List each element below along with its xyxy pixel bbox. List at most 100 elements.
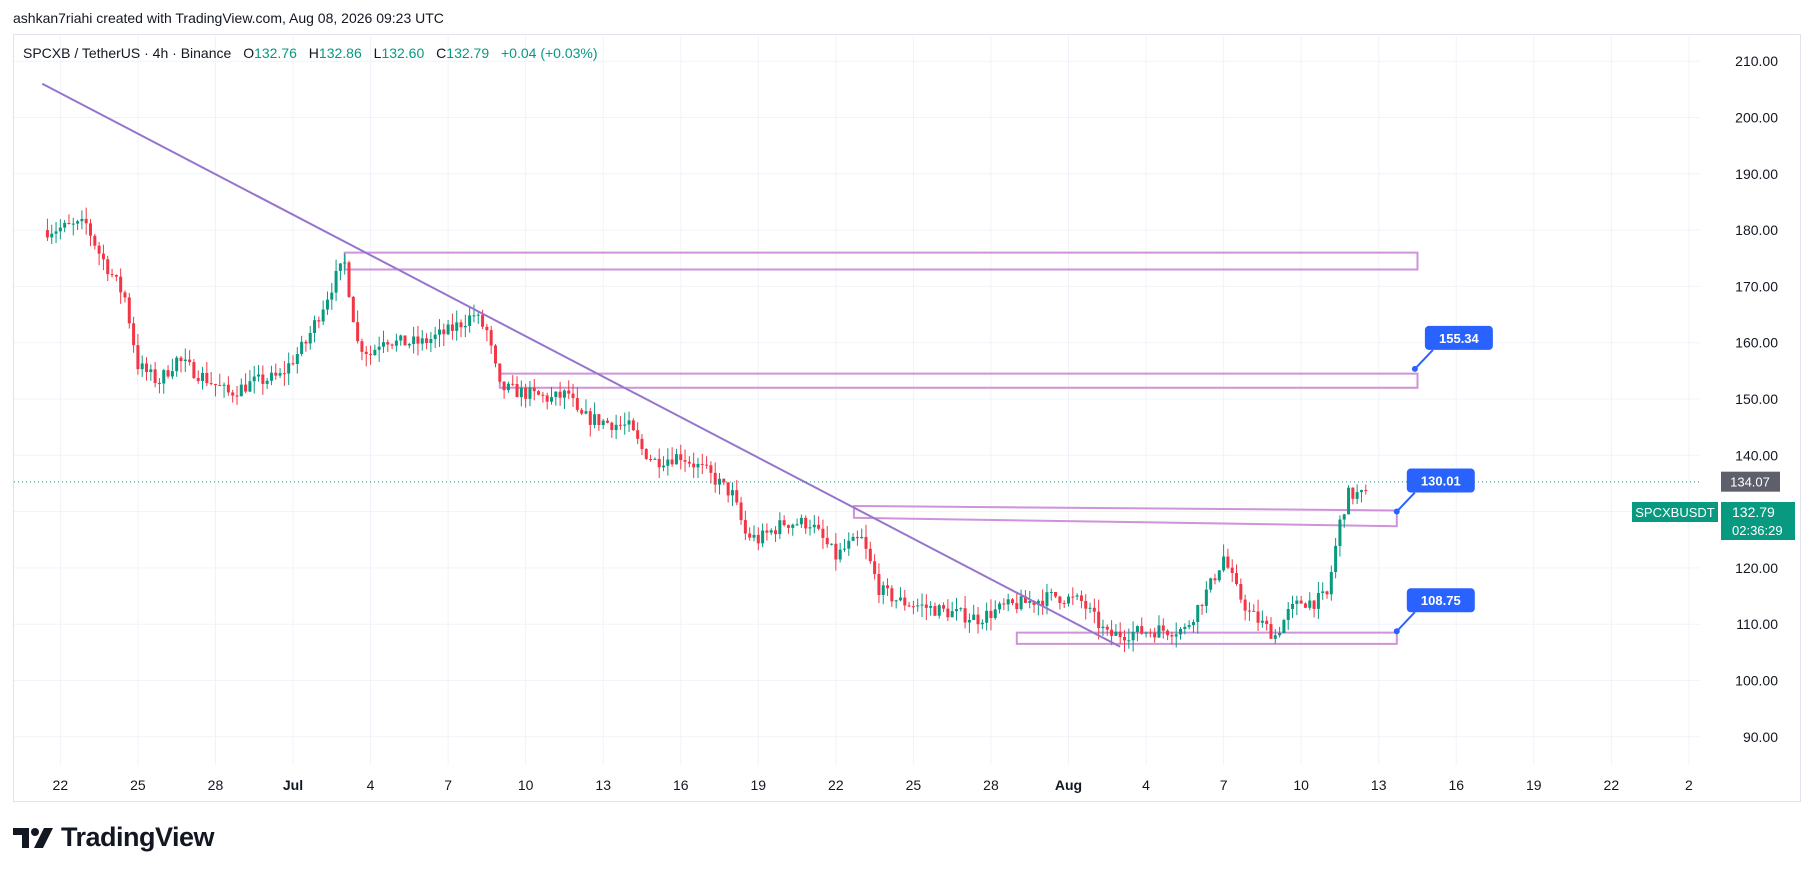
candle-body <box>588 411 592 425</box>
candle-body <box>1303 603 1307 608</box>
candle-body <box>1075 595 1079 597</box>
candle-body <box>562 390 566 398</box>
low-value: 132.60 <box>381 45 425 61</box>
candle-body <box>218 385 222 387</box>
candle-body <box>623 424 627 426</box>
callout-box <box>1424 325 1493 350</box>
candle-body <box>231 392 235 396</box>
candle-body <box>1347 487 1351 515</box>
candle-body <box>394 340 398 346</box>
candle-body <box>132 323 136 346</box>
candle-body <box>446 324 450 335</box>
candle-body <box>519 387 523 398</box>
candle-body <box>558 391 562 398</box>
candle-body <box>425 338 429 344</box>
candle-body <box>1355 492 1359 499</box>
candle-body <box>381 342 385 347</box>
candle-body <box>985 610 989 623</box>
zone-layer <box>343 251 1419 645</box>
candle-body <box>1071 596 1075 598</box>
x-tick-label: 28 <box>983 777 999 793</box>
x-tick-label: 25 <box>130 777 146 793</box>
candle-body <box>972 614 976 620</box>
candle-body <box>257 374 261 377</box>
low-label: L <box>373 45 382 61</box>
candle-body <box>67 222 71 224</box>
candle-body <box>89 223 93 236</box>
y-tick-label: 180.00 <box>1735 222 1778 238</box>
candle-body <box>748 533 752 538</box>
candle-body <box>373 349 377 356</box>
y-tick-label: 150.00 <box>1735 391 1778 407</box>
candle-body <box>993 609 997 618</box>
y-tick-label: 190.00 <box>1735 166 1778 182</box>
candle-body <box>718 478 722 485</box>
candle-body <box>71 223 75 225</box>
candle-body <box>1092 607 1096 612</box>
x-tick-label: Aug <box>1055 777 1082 793</box>
tradingview-logo[interactable]: TradingView <box>13 822 215 853</box>
symbol-name-label: SPCXBUSDT <box>1635 505 1715 520</box>
candle-body <box>282 373 286 375</box>
candle-body <box>855 536 859 539</box>
open-value: 132.76 <box>254 45 297 61</box>
candle-body <box>1200 605 1204 607</box>
candle-body <box>842 548 846 550</box>
candle-body <box>791 524 795 528</box>
candle-body <box>1282 620 1286 634</box>
candle-body <box>631 420 635 431</box>
candle-body <box>593 414 597 425</box>
candle-body <box>1191 622 1195 626</box>
last-price-tag <box>1721 502 1795 540</box>
candle-body <box>463 325 467 328</box>
candle-body <box>808 527 812 529</box>
candle-body <box>778 520 782 535</box>
candle-body <box>644 449 648 459</box>
candle-body <box>127 297 131 324</box>
candle-body <box>1243 599 1247 611</box>
candle-body <box>476 314 480 316</box>
candle-body <box>967 619 971 623</box>
x-tick-label: 7 <box>1220 777 1228 793</box>
candle-body <box>804 517 808 529</box>
candle-body <box>1161 625 1165 631</box>
candle-body <box>110 274 114 276</box>
candle-body <box>1308 600 1312 608</box>
candle-body <box>649 458 653 460</box>
candle-body <box>209 383 213 385</box>
candle-body <box>1364 490 1368 492</box>
candle-body <box>1291 603 1295 609</box>
change-value: +0.04 (+0.03%) <box>501 45 598 61</box>
candle-body <box>1079 595 1083 601</box>
candle-body <box>450 324 454 331</box>
candle-body <box>580 409 584 414</box>
candle-body <box>799 517 803 525</box>
candle-body <box>58 227 62 232</box>
candle-body <box>1006 599 1010 605</box>
candle-body <box>1329 572 1333 595</box>
candle-body <box>1049 591 1053 593</box>
candle-body <box>1269 624 1273 639</box>
close-label: C <box>436 45 447 61</box>
x-tick-label: 19 <box>1526 777 1542 793</box>
candle-body <box>584 411 588 414</box>
candle-body <box>1084 600 1088 609</box>
candle-body <box>347 262 351 297</box>
callout-anchor-dot <box>1393 628 1400 635</box>
x-tick-label: 22 <box>53 777 69 793</box>
candle-body <box>97 245 101 254</box>
candle-body <box>295 353 299 364</box>
candle-body <box>976 614 980 625</box>
candle-body <box>670 459 674 465</box>
candle-body <box>774 530 778 535</box>
candle-body <box>705 464 709 466</box>
candle-body <box>954 609 958 612</box>
candle-body <box>416 336 420 344</box>
chart-grid <box>14 36 1700 765</box>
candle-body <box>679 454 683 461</box>
candle-body <box>515 384 519 398</box>
chart-credit: ashkan7riahi created with TradingView.co… <box>13 10 444 26</box>
symbol-legend[interactable]: SPCXB / TetherUS · 4h · Binance O132.76 … <box>23 45 598 61</box>
x-tick-label: 19 <box>751 777 767 793</box>
